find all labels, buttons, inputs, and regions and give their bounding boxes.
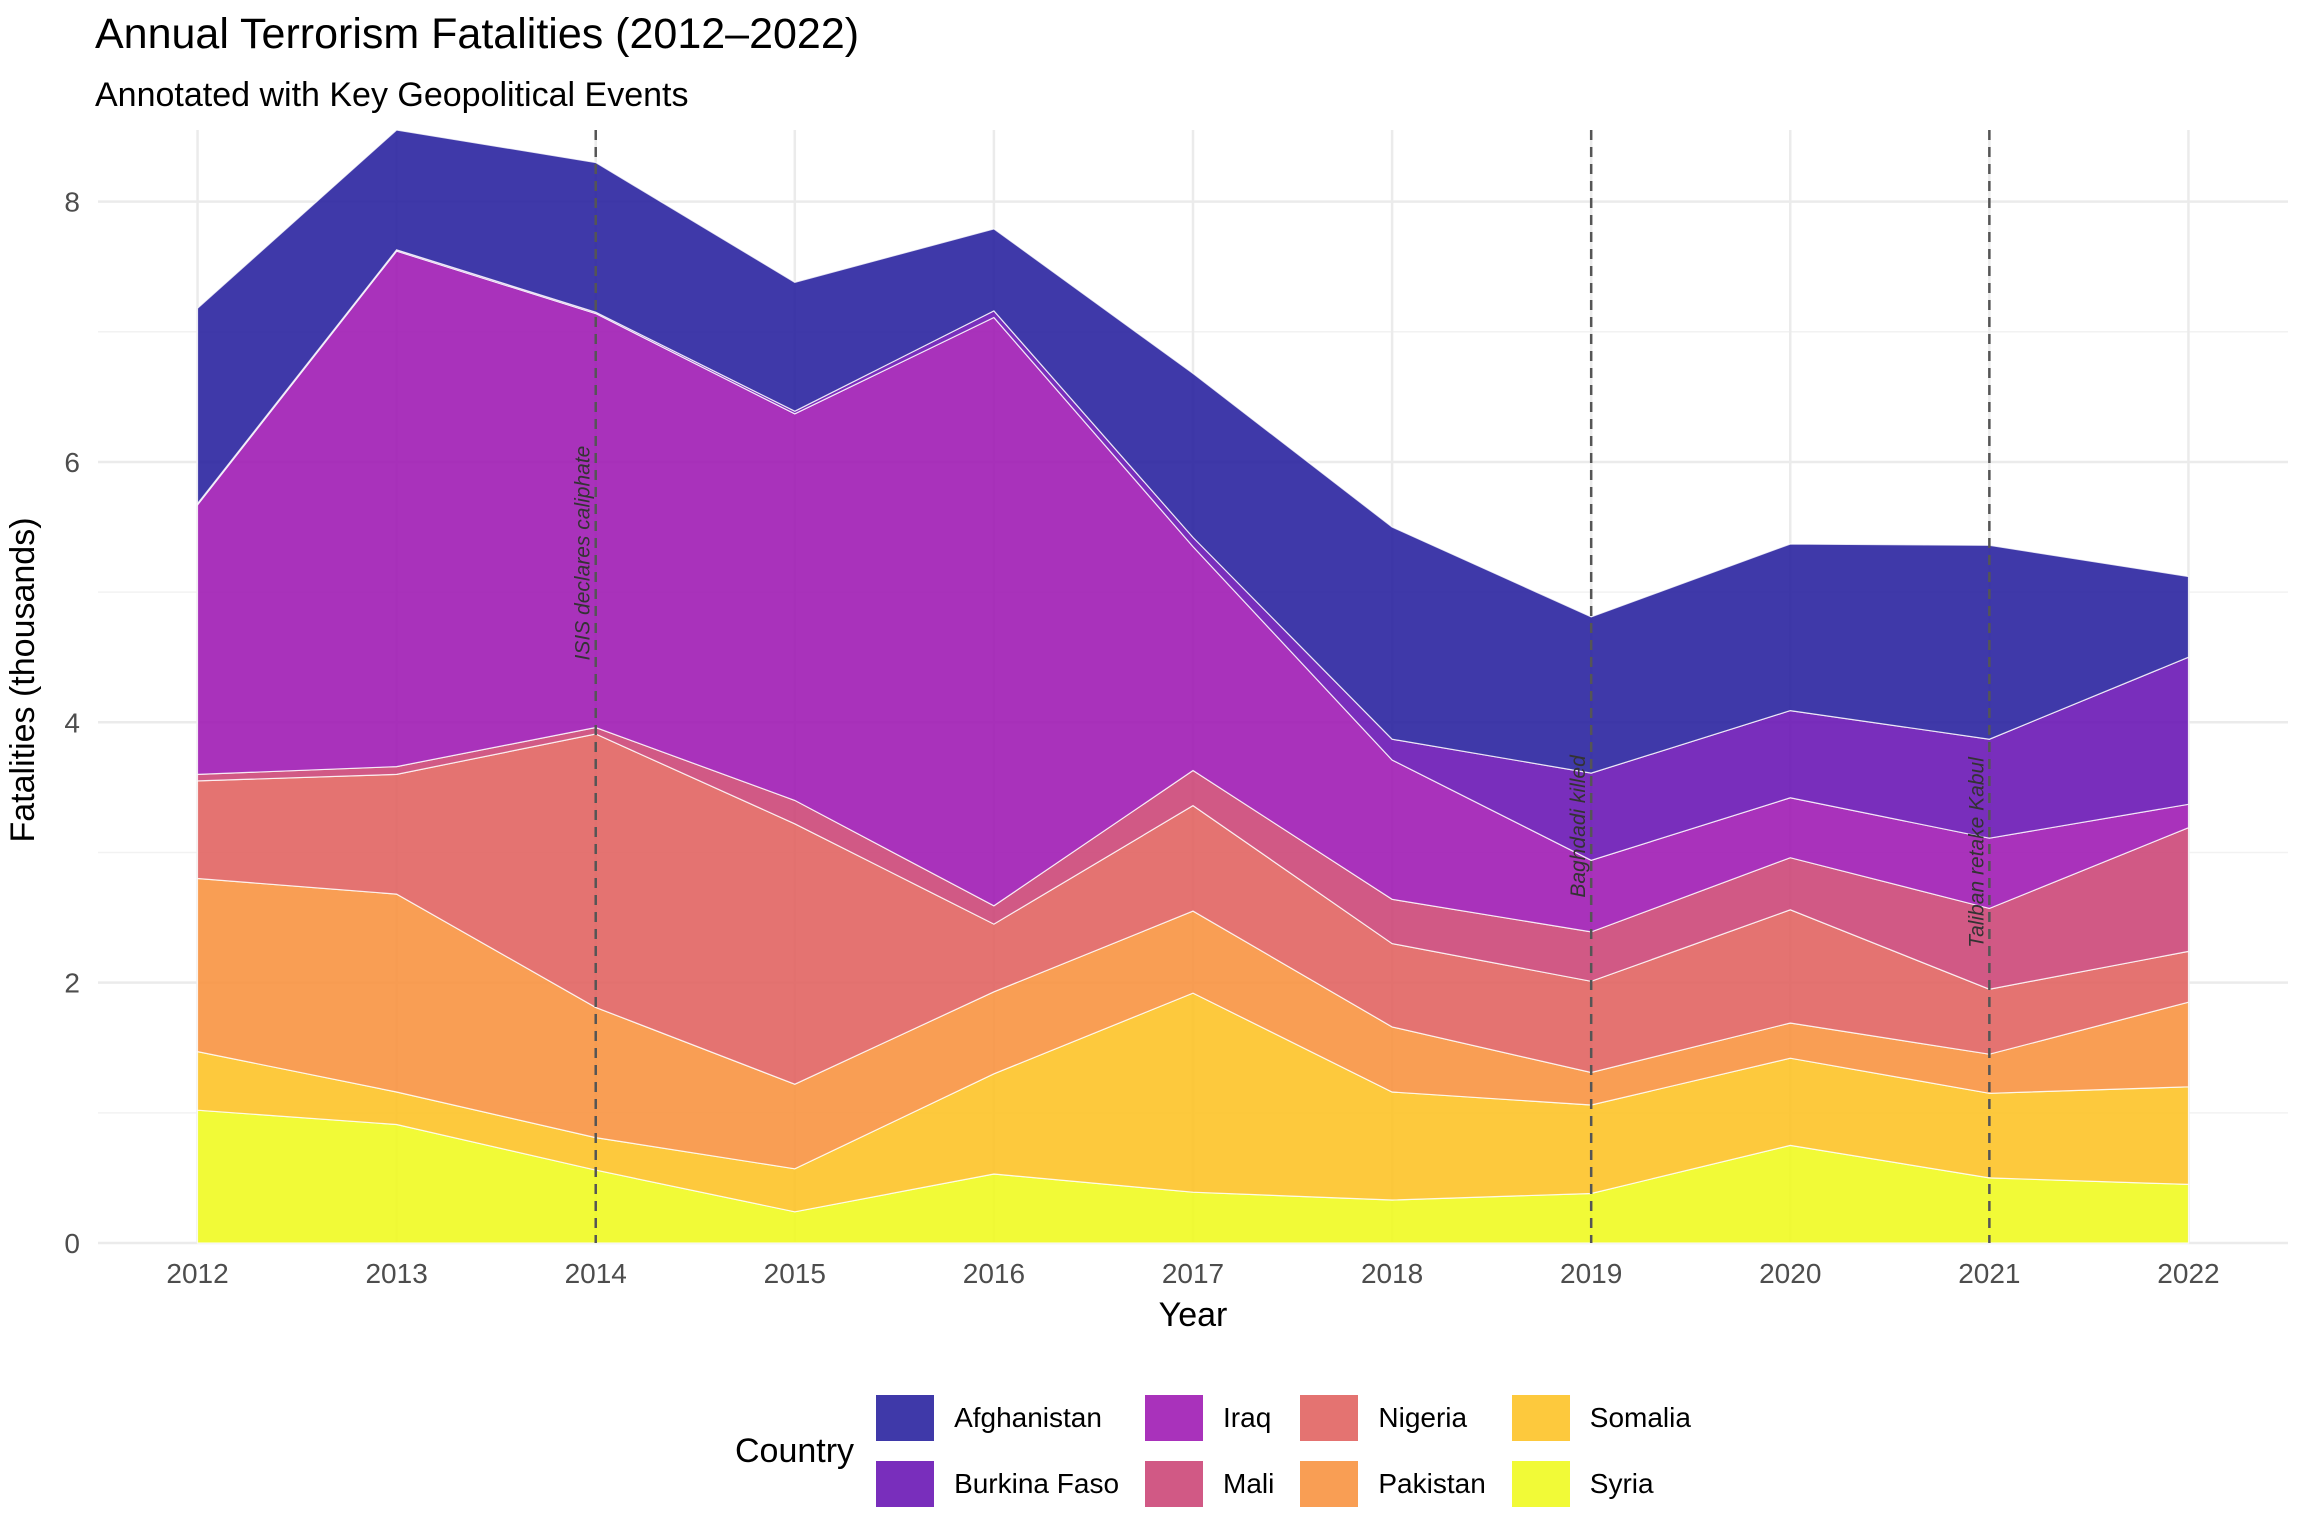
- chart-title: Annual Terrorism Fatalities (2012–2022): [95, 10, 860, 58]
- legend-label: Somalia: [1589, 1402, 1691, 1433]
- legend-label: Afghanistan: [954, 1402, 1102, 1433]
- legend-swatch: [876, 1461, 935, 1507]
- x-tick-label: 2022: [2157, 1258, 2219, 1289]
- x-tick-label: 2016: [963, 1258, 1025, 1289]
- legend-label: Nigeria: [1378, 1402, 1468, 1433]
- y-tick-label: 6: [64, 447, 80, 478]
- legend-item-mali: Mali: [1145, 1451, 1274, 1517]
- area-series: [196, 129, 2190, 1244]
- event-annotations: ISIS declares caliphate Baghdadi killed Ta…: [572, 130, 1991, 1243]
- legend-items: Afghanistan Burkina Faso Iraq Mali Nigeria Pa…: [876, 1385, 1717, 1517]
- legend-swatch: [1300, 1395, 1359, 1441]
- legend-label: Syria: [1589, 1468, 1654, 1499]
- legend-item-syria: Syria: [1511, 1451, 1691, 1517]
- chart-subtitle: Annotated with Key Geopolitical Events: [95, 76, 689, 114]
- event-label-taliban-retake-kabul: Taliban retake Kabul: [1965, 756, 1988, 948]
- y-axis-title: Fatalities (thousands): [4, 517, 42, 842]
- y-tick-label: 8: [64, 187, 80, 218]
- legend-swatch: [1511, 1395, 1570, 1441]
- legend-item-nigeria: Nigeria: [1300, 1385, 1485, 1451]
- legend: Country Afghanistan Burkina Faso Iraq Mali N…: [735, 1385, 1717, 1517]
- x-tick-label: 2015: [764, 1258, 826, 1289]
- event-label-isis-declares-caliphate: ISIS declares caliphate: [572, 446, 595, 661]
- x-tick-label: 2020: [1759, 1258, 1821, 1289]
- legend-swatch: [1145, 1395, 1204, 1441]
- legend-label: Burkina Faso: [954, 1468, 1120, 1499]
- legend-title: Country: [735, 1431, 855, 1470]
- y-tick-label: 4: [64, 707, 80, 738]
- legend-item-pakistan: Pakistan: [1300, 1451, 1486, 1517]
- y-tick-label: 2: [64, 968, 80, 999]
- legend-label: Iraq: [1223, 1402, 1272, 1433]
- x-tick-label: 2017: [1162, 1258, 1224, 1289]
- x-tick-label: 2019: [1560, 1258, 1622, 1289]
- legend-item-afghanistan: Afghanistan: [876, 1385, 1119, 1451]
- x-tick-label: 2018: [1361, 1258, 1423, 1289]
- x-tick-label: 2014: [565, 1258, 627, 1289]
- legend-swatch: [1145, 1461, 1204, 1507]
- y-tick-label: 0: [64, 1228, 80, 1259]
- legend-item-somalia: Somalia: [1511, 1385, 1691, 1451]
- x-axis-title: Year: [1159, 1296, 1228, 1334]
- legend-label: Pakistan: [1378, 1468, 1486, 1499]
- legend-swatch: [876, 1395, 935, 1441]
- event-label-baghdadi-killed: Baghdadi killed: [1567, 754, 1590, 898]
- legend-swatch: [1300, 1461, 1359, 1507]
- legend-label: Mali: [1223, 1468, 1275, 1499]
- legend-swatch: [1511, 1461, 1570, 1507]
- legend-item-iraq: Iraq: [1145, 1385, 1274, 1451]
- area-afghanistan: [196, 129, 2190, 774]
- x-tick-label: 2021: [1958, 1258, 2020, 1289]
- x-tick-label: 2012: [166, 1258, 228, 1289]
- axes: 0 2 4 6 8 2012 2013 2014 2015 2016 2017 2018 2019 202…: [64, 187, 2219, 1289]
- legend-item-burkina-faso: Burkina Faso: [876, 1451, 1119, 1517]
- x-tick-label: 2013: [365, 1258, 427, 1289]
